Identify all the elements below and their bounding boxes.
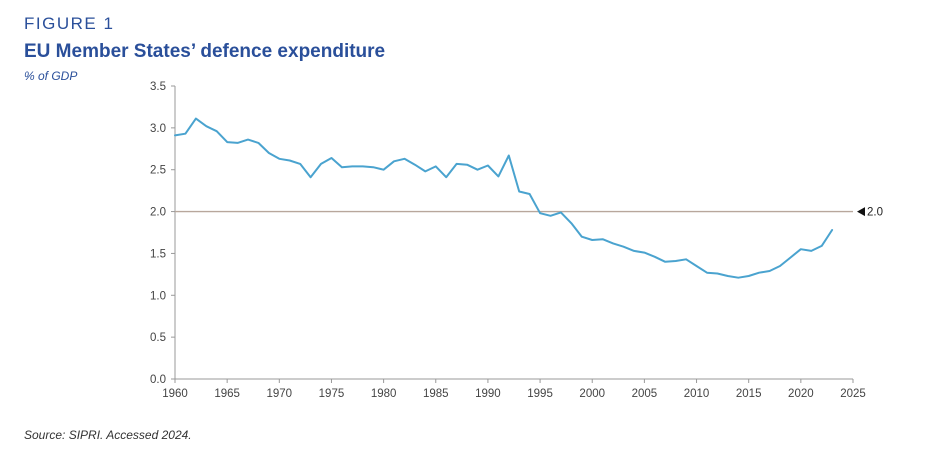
x-tick-label: 1995 (527, 388, 553, 400)
y-tick-label: 2.5 (150, 165, 166, 177)
chart-title: EU Member States’ defence expenditure (24, 41, 386, 62)
x-tick-label: 2025 (840, 388, 866, 400)
reference-line-label: 2.0 (867, 207, 883, 219)
x-tick-label: 2020 (788, 388, 814, 400)
x-tick-label: 1980 (371, 388, 397, 400)
defence-expenditure-line (174, 117, 834, 279)
y-tick-label: 0.5 (150, 332, 166, 344)
y-tick-label: 1.5 (150, 248, 166, 260)
x-tick-label: 1975 (319, 388, 345, 400)
source-note: Source: SIPRI. Accessed 2024. (24, 428, 192, 442)
y-tick-label: 1.0 (150, 290, 166, 302)
chart-subtitle: % of GDP (24, 69, 78, 83)
x-tick-label: 2015 (736, 388, 762, 400)
x-tick-label: 2005 (632, 388, 658, 400)
x-tick-label: 1965 (214, 388, 240, 400)
reference-marker-arrow (857, 207, 865, 217)
x-tick-label: 2000 (579, 388, 605, 400)
x-tick-label: 1960 (162, 388, 188, 400)
x-tick-label: 2010 (684, 388, 710, 400)
x-tick-label: 1985 (423, 388, 449, 400)
y-tick-label: 2.0 (150, 207, 166, 219)
figure-label: FIGURE 1 (24, 14, 115, 33)
y-tick-label: 0.0 (150, 374, 166, 386)
y-tick-label: 3.5 (150, 81, 166, 93)
x-tick-label: 1970 (267, 388, 293, 400)
y-tick-label: 3.0 (150, 123, 166, 135)
x-tick-label: 1990 (475, 388, 501, 400)
